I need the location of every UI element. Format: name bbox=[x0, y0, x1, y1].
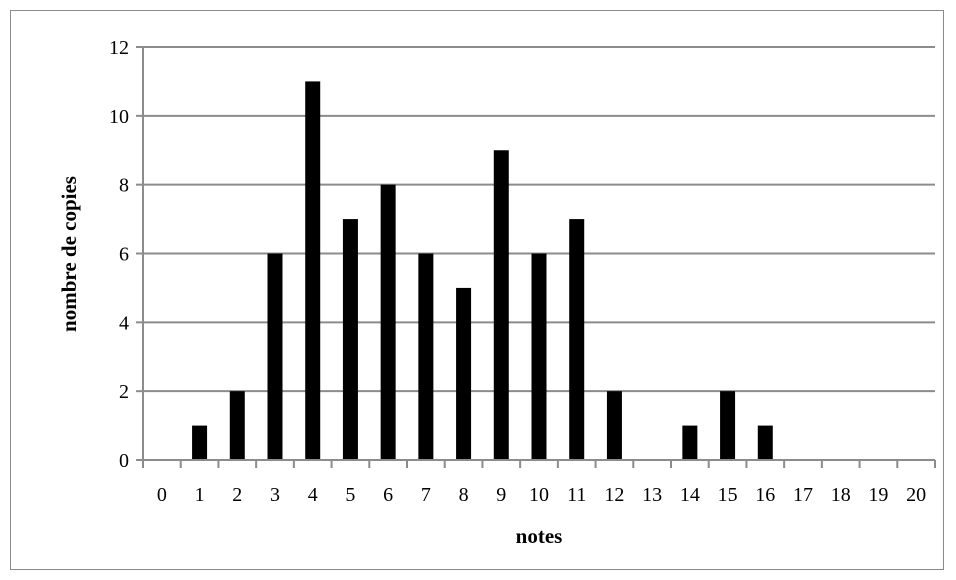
bar-9 bbox=[493, 150, 509, 460]
axes bbox=[136, 46, 936, 468]
x-tick-label: 17 bbox=[793, 484, 813, 506]
x-tick-label: 16 bbox=[755, 484, 775, 506]
bar-10 bbox=[531, 253, 547, 460]
x-tick-label: 1 bbox=[195, 484, 205, 506]
bar-3 bbox=[267, 253, 283, 460]
x-tick-label: 0 bbox=[157, 484, 167, 506]
x-axis-title: notes bbox=[516, 524, 563, 548]
x-tick-label: 2 bbox=[232, 484, 242, 506]
bar-1 bbox=[192, 425, 208, 460]
bar-16 bbox=[757, 425, 773, 460]
y-tick-label: 0 bbox=[119, 450, 129, 472]
x-tick-label: 12 bbox=[604, 484, 624, 506]
bar-5 bbox=[342, 219, 358, 460]
x-tick-label: 5 bbox=[345, 484, 355, 506]
bar-2 bbox=[229, 391, 245, 460]
y-axis-title: nombre de copies bbox=[57, 176, 81, 332]
bar-11 bbox=[569, 219, 585, 460]
y-tick-label: 4 bbox=[119, 312, 129, 334]
x-tick-label: 6 bbox=[383, 484, 393, 506]
bars bbox=[192, 81, 773, 461]
y-tick-label: 10 bbox=[109, 106, 129, 128]
x-tick-label: 8 bbox=[459, 484, 469, 506]
bar-7 bbox=[418, 253, 434, 460]
x-tick-label: 11 bbox=[567, 484, 586, 506]
bar-12 bbox=[606, 391, 622, 460]
bar-4 bbox=[305, 81, 321, 461]
bar-14 bbox=[682, 425, 698, 460]
bar-15 bbox=[720, 391, 736, 460]
x-tick-label: 10 bbox=[529, 484, 549, 506]
x-tick-labels: 0 1 2 3 4 5 6 7 8 9 10 11 12 13 14 15 16 17 18 19 20 bbox=[157, 484, 926, 506]
bar-8 bbox=[456, 287, 472, 460]
x-tick-label: 20 bbox=[906, 484, 926, 506]
bar-6 bbox=[380, 184, 396, 460]
y-tick-label: 12 bbox=[109, 37, 129, 59]
chart-frame bbox=[10, 10, 944, 570]
x-tick-label: 19 bbox=[868, 484, 888, 506]
y-tick-label: 8 bbox=[119, 175, 129, 197]
x-tick-label: 13 bbox=[642, 484, 662, 506]
x-tick-label: 7 bbox=[421, 484, 431, 506]
x-tick-label: 3 bbox=[270, 484, 280, 506]
x-tick-label: 15 bbox=[718, 484, 738, 506]
x-tick-label: 9 bbox=[496, 484, 506, 506]
y-tick-labels: 0 2 4 6 8 10 12 bbox=[109, 37, 129, 472]
y-tick-label: 6 bbox=[119, 244, 129, 266]
x-tick-label: 4 bbox=[308, 484, 318, 506]
y-tick-label: 2 bbox=[119, 381, 129, 403]
x-tick-label: 18 bbox=[831, 484, 851, 506]
x-tick-label: 14 bbox=[680, 484, 700, 506]
